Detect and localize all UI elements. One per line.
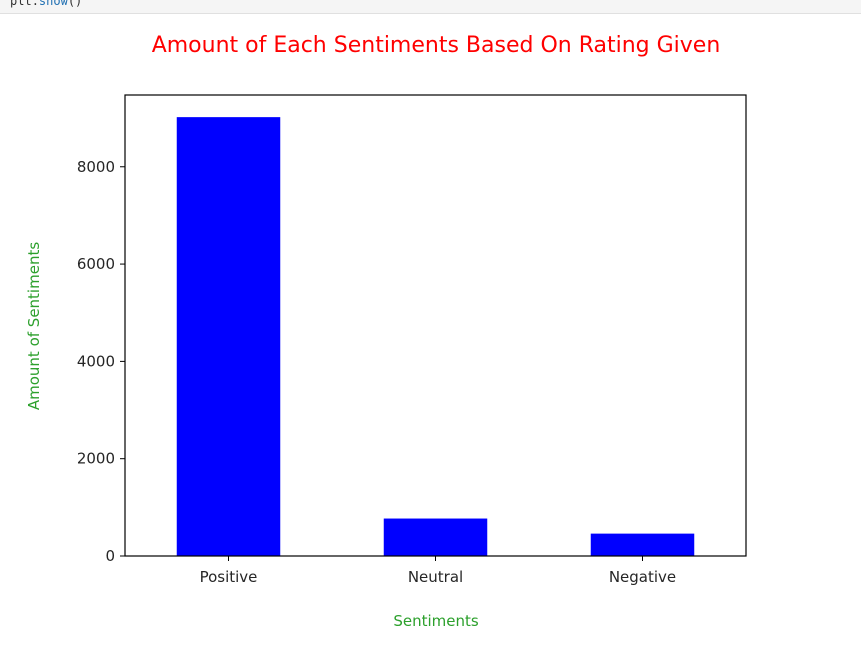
code-cell-strip: plt.show(): [0, 0, 861, 14]
y-tick-label: 0: [105, 547, 115, 565]
bar-positive: [176, 117, 281, 557]
bar-negative: [590, 533, 695, 556]
y-axis-label: Amount of Sentiments: [25, 242, 43, 410]
x-tick-label: Neutral: [408, 568, 463, 586]
y-tick-label: 4000: [77, 352, 115, 370]
y-tick-label: 8000: [77, 158, 115, 176]
y-tick-label: 2000: [77, 450, 115, 468]
y-ticks-group: 0 2000 4000 6000 8000: [77, 158, 125, 565]
x-ticks-group: Positive Neutral Negative: [200, 556, 676, 586]
x-axis-label: Sentiments: [393, 612, 479, 630]
code-method: show: [38, 0, 68, 8]
plot-frame: [124, 94, 747, 557]
x-tick-label: Positive: [200, 568, 258, 586]
code-suffix: (): [67, 0, 83, 8]
y-tick-label: 6000: [77, 255, 115, 273]
bar-neutral: [383, 518, 488, 556]
code-cell-text: plt.show(): [10, 0, 82, 8]
x-tick-label: Negative: [609, 568, 676, 586]
chart-title: Amount of Each Sentiments Based On Ratin…: [152, 33, 721, 58]
bars-group: [176, 117, 695, 557]
code-object: plt: [10, 0, 32, 8]
